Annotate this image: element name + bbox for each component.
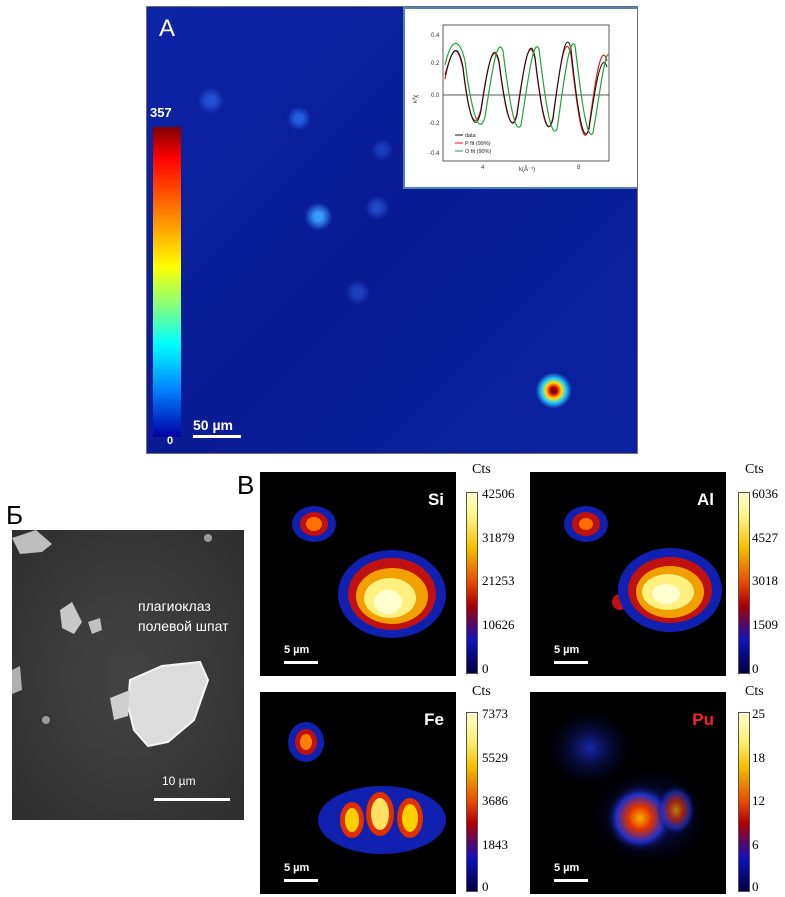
legend-item: O fit (90%) bbox=[465, 149, 491, 155]
colorbar-tick: 4527 bbox=[752, 530, 778, 545]
scale-bar-label: 5 µm bbox=[554, 862, 580, 874]
legend-item: P fit (99%) bbox=[465, 141, 491, 147]
map-si: Si 5 µm bbox=[260, 472, 456, 676]
scale-bar bbox=[193, 435, 241, 438]
element-label-al: Al bbox=[697, 490, 714, 509]
colorbar-tick: 0 bbox=[482, 661, 489, 676]
map-al: Al 5 µm bbox=[530, 472, 726, 676]
scale-bar bbox=[284, 661, 318, 664]
small-particle bbox=[60, 602, 82, 634]
cts-label: Cts bbox=[745, 684, 764, 699]
colorbar-fe bbox=[466, 712, 478, 892]
plagioclase-particle bbox=[126, 660, 210, 748]
inset-ylabel: k³χ bbox=[413, 94, 419, 103]
colorbar-tick: 6 bbox=[752, 837, 759, 852]
colorbar-al bbox=[738, 492, 750, 674]
fe-heatmap bbox=[288, 722, 446, 854]
colorbar-tick: 3018 bbox=[752, 573, 778, 588]
colorbar-tick: 42506 bbox=[482, 486, 515, 501]
ytick: -0.2 bbox=[429, 121, 440, 127]
dust-particle bbox=[204, 534, 212, 542]
colorbar-tick: 0 bbox=[752, 879, 759, 894]
colorbar-tick: 3686 bbox=[482, 793, 508, 808]
panel-a-xrf-map: A 357 0 50 µm 0.4 0.2 0.0 -0.2 -0.4 4 8 … bbox=[146, 6, 638, 454]
o-fit-curve bbox=[444, 42, 610, 135]
colorbar-tick: 31879 bbox=[482, 530, 515, 545]
sem-particles bbox=[12, 530, 212, 748]
element-label-pu: Pu bbox=[692, 710, 714, 729]
panel-b-sem-image: плагиоклаз полевой шпат 10 µm bbox=[12, 530, 244, 820]
element-label-si: Si bbox=[427, 490, 444, 509]
si-heatmap bbox=[292, 506, 446, 638]
colorbar-tick: 5529 bbox=[482, 750, 508, 765]
panel-b-label: Б bbox=[6, 500, 24, 530]
scale-bar-label: 10 µm bbox=[162, 774, 196, 788]
element-label-fe: Fe bbox=[424, 710, 444, 729]
particle-fragment bbox=[110, 690, 130, 720]
edge-particle bbox=[12, 666, 22, 694]
colorbar-si bbox=[466, 492, 478, 674]
panel-c-label: В bbox=[237, 470, 255, 500]
colorbar-max-label: 357 bbox=[150, 105, 172, 120]
colorbar-tick: 18 bbox=[752, 750, 765, 765]
xtick: 4 bbox=[481, 165, 485, 171]
ytick: 0.4 bbox=[431, 33, 440, 39]
map-fe: Fe 5 µm bbox=[260, 692, 456, 894]
scale-bar-label: 50 µm bbox=[193, 417, 233, 433]
ytick: 0.2 bbox=[431, 61, 440, 67]
colorbar-tick: 12 bbox=[752, 793, 765, 808]
exafs-inset-plot: 0.4 0.2 0.0 -0.2 -0.4 4 8 k(Å⁻¹) k³χ dat… bbox=[403, 7, 637, 189]
colorbar-tick: 7373 bbox=[482, 706, 508, 721]
colorbar-tick: 10626 bbox=[482, 617, 515, 632]
p-fit-curve bbox=[444, 46, 608, 136]
colorbar-tick: 0 bbox=[482, 879, 489, 894]
pu-heatmap bbox=[546, 708, 712, 866]
edge-particle bbox=[12, 530, 52, 554]
inset-xlabel: k(Å⁻¹) bbox=[519, 166, 535, 173]
ytick: -0.4 bbox=[429, 151, 440, 157]
inset-frame bbox=[442, 24, 610, 162]
colorbar-min-label: 0 bbox=[167, 435, 174, 447]
cts-label: Cts bbox=[745, 462, 764, 477]
data-curve bbox=[444, 41, 608, 135]
scale-bar bbox=[284, 879, 318, 882]
cts-label: Cts bbox=[472, 684, 491, 699]
scale-bar bbox=[154, 798, 230, 801]
colorbar-tick: 25 bbox=[752, 706, 765, 721]
scale-bar-label: 5 µm bbox=[284, 644, 310, 656]
scale-bar bbox=[554, 661, 588, 664]
scale-bar bbox=[554, 879, 588, 882]
colorbar-tick: 6036 bbox=[752, 486, 778, 501]
mineral-name-line1: плагиоклаз bbox=[138, 598, 211, 614]
colorbar-pu bbox=[738, 712, 750, 892]
map-pu: Pu 5 µm bbox=[530, 692, 726, 894]
colorbar-tick: 1843 bbox=[482, 837, 508, 852]
panel-a-label: A bbox=[159, 15, 176, 42]
scale-bar-label: 5 µm bbox=[284, 862, 310, 874]
al-heatmap bbox=[564, 506, 722, 632]
exafs-inset-svg: 0.4 0.2 0.0 -0.2 -0.4 4 8 k(Å⁻¹) k³χ dat… bbox=[413, 24, 610, 173]
legend-item: data bbox=[465, 133, 477, 139]
small-particle bbox=[88, 618, 102, 634]
cts-label: Cts bbox=[472, 462, 491, 477]
colorbar-tick: 1509 bbox=[752, 617, 778, 632]
scale-bar-label: 5 µm bbox=[554, 644, 580, 656]
xtick: 8 bbox=[577, 165, 581, 171]
dust-particle bbox=[42, 716, 50, 724]
colorbar-tick: 21253 bbox=[482, 573, 515, 588]
colorbar-tick: 0 bbox=[752, 661, 759, 676]
mineral-name-line2: полевой шпат bbox=[138, 618, 229, 634]
colorbar bbox=[153, 127, 181, 437]
ytick: 0.0 bbox=[431, 93, 440, 99]
